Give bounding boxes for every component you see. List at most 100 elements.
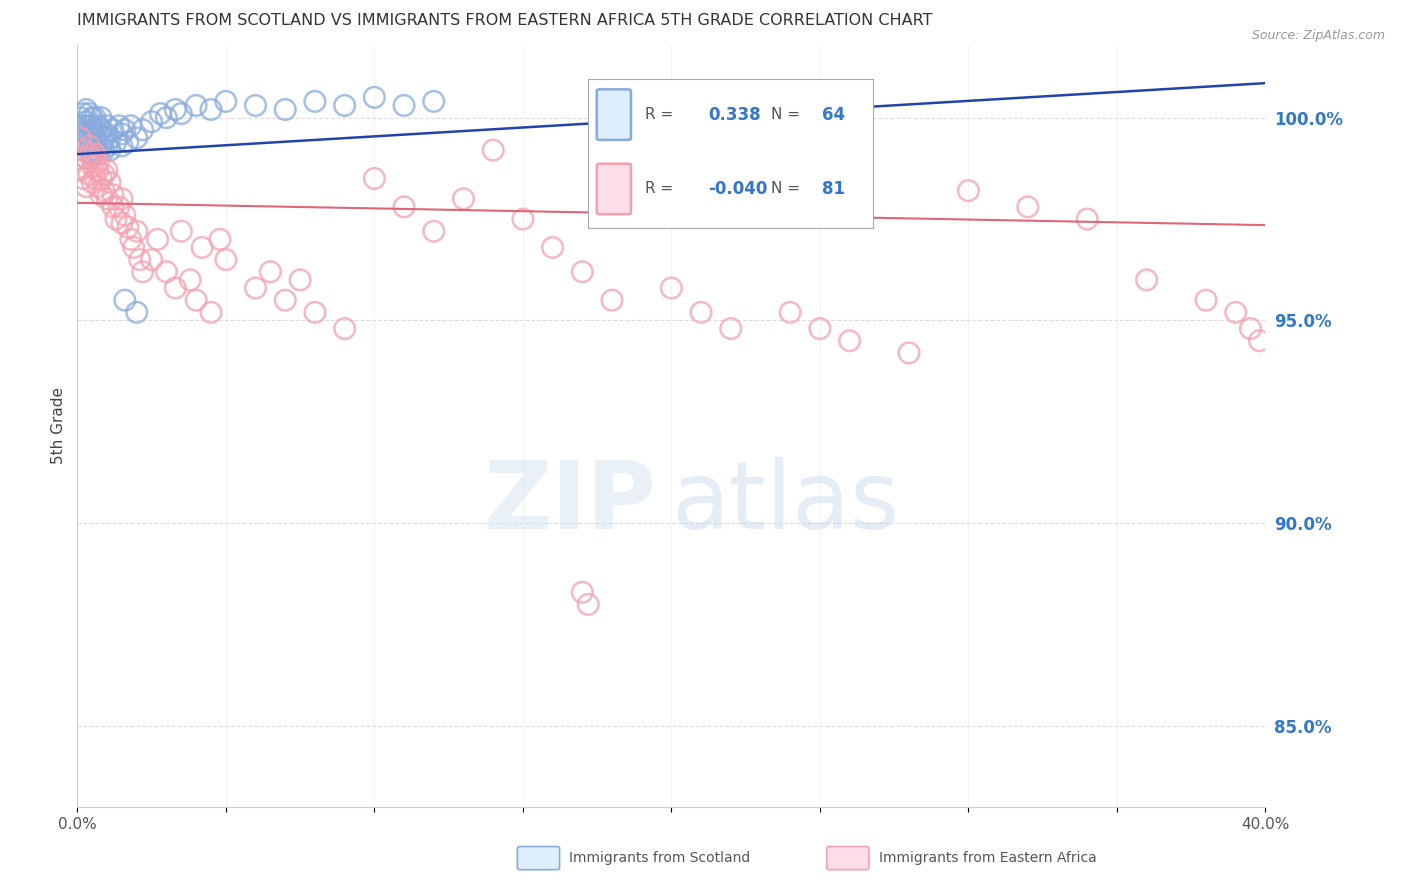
Point xyxy=(333,98,356,112)
Point xyxy=(77,119,100,133)
Point xyxy=(165,103,187,117)
Text: Immigrants from Scotland: Immigrants from Scotland xyxy=(569,851,751,865)
Point xyxy=(838,334,860,348)
Point xyxy=(423,224,446,238)
Point xyxy=(1195,293,1218,308)
Point xyxy=(661,281,683,295)
Point xyxy=(84,131,107,145)
Point xyxy=(165,281,187,295)
Point xyxy=(186,98,208,112)
Point xyxy=(245,98,267,112)
Point xyxy=(96,139,118,153)
Point xyxy=(77,139,100,153)
Point xyxy=(84,159,107,173)
Point xyxy=(274,103,297,117)
Point xyxy=(96,192,118,206)
Point xyxy=(170,106,193,120)
Point xyxy=(191,240,214,254)
Point xyxy=(304,95,326,109)
Point xyxy=(288,273,311,287)
Point xyxy=(125,131,148,145)
Point xyxy=(84,123,107,137)
Point xyxy=(1239,321,1261,335)
Point xyxy=(274,293,297,308)
Point xyxy=(215,95,238,109)
Point xyxy=(98,176,121,190)
Point xyxy=(72,106,94,120)
Point xyxy=(77,147,100,161)
Point xyxy=(571,265,593,279)
Point xyxy=(90,171,112,186)
Point xyxy=(96,127,118,141)
Point xyxy=(90,187,112,202)
Point xyxy=(128,252,150,267)
Point xyxy=(453,192,475,206)
Point xyxy=(111,139,134,153)
Point xyxy=(101,123,124,137)
Point xyxy=(75,151,97,165)
Point xyxy=(93,168,115,182)
Point xyxy=(82,176,104,190)
Point xyxy=(77,131,100,145)
Point xyxy=(571,585,593,599)
Point xyxy=(104,135,127,149)
Point xyxy=(96,163,118,178)
Point xyxy=(576,598,599,612)
Point xyxy=(131,123,153,137)
Point xyxy=(1225,305,1247,319)
Point xyxy=(149,106,172,120)
Point xyxy=(779,305,801,319)
Point xyxy=(93,131,115,145)
Point xyxy=(72,143,94,157)
Point xyxy=(93,184,115,198)
Point xyxy=(87,135,110,149)
Point xyxy=(84,143,107,157)
Point xyxy=(333,321,356,335)
Point xyxy=(125,224,148,238)
Point xyxy=(808,321,831,335)
Text: atlas: atlas xyxy=(672,457,900,549)
Point xyxy=(77,106,100,120)
Point xyxy=(111,192,134,206)
Point xyxy=(392,200,415,214)
Point xyxy=(898,346,921,360)
Point xyxy=(541,240,564,254)
Point xyxy=(77,168,100,182)
Point xyxy=(120,232,142,246)
Point xyxy=(98,143,121,157)
Point xyxy=(69,135,91,149)
Point xyxy=(749,171,772,186)
Point xyxy=(114,208,136,222)
Point xyxy=(82,123,104,137)
Point xyxy=(1076,212,1098,227)
Point xyxy=(423,95,446,109)
Point xyxy=(363,90,385,104)
Point xyxy=(215,252,238,267)
Point xyxy=(69,131,91,145)
Point xyxy=(122,240,145,254)
Point xyxy=(72,131,94,145)
Point xyxy=(170,224,193,238)
Point xyxy=(114,123,136,137)
Point xyxy=(101,187,124,202)
Point xyxy=(75,179,97,194)
Point xyxy=(208,232,231,246)
Point xyxy=(1017,200,1039,214)
Point xyxy=(200,305,222,319)
Point xyxy=(259,265,281,279)
Point xyxy=(155,265,177,279)
Point xyxy=(84,171,107,186)
Point xyxy=(69,123,91,137)
Point xyxy=(69,111,91,125)
Point xyxy=(96,119,118,133)
Point xyxy=(141,252,163,267)
Point xyxy=(93,143,115,157)
Point xyxy=(75,103,97,117)
Point xyxy=(69,163,91,178)
Point xyxy=(82,135,104,149)
Text: Immigrants from Eastern Africa: Immigrants from Eastern Africa xyxy=(879,851,1097,865)
Point xyxy=(82,151,104,165)
Point xyxy=(108,200,131,214)
Point xyxy=(87,127,110,141)
Point xyxy=(82,111,104,125)
